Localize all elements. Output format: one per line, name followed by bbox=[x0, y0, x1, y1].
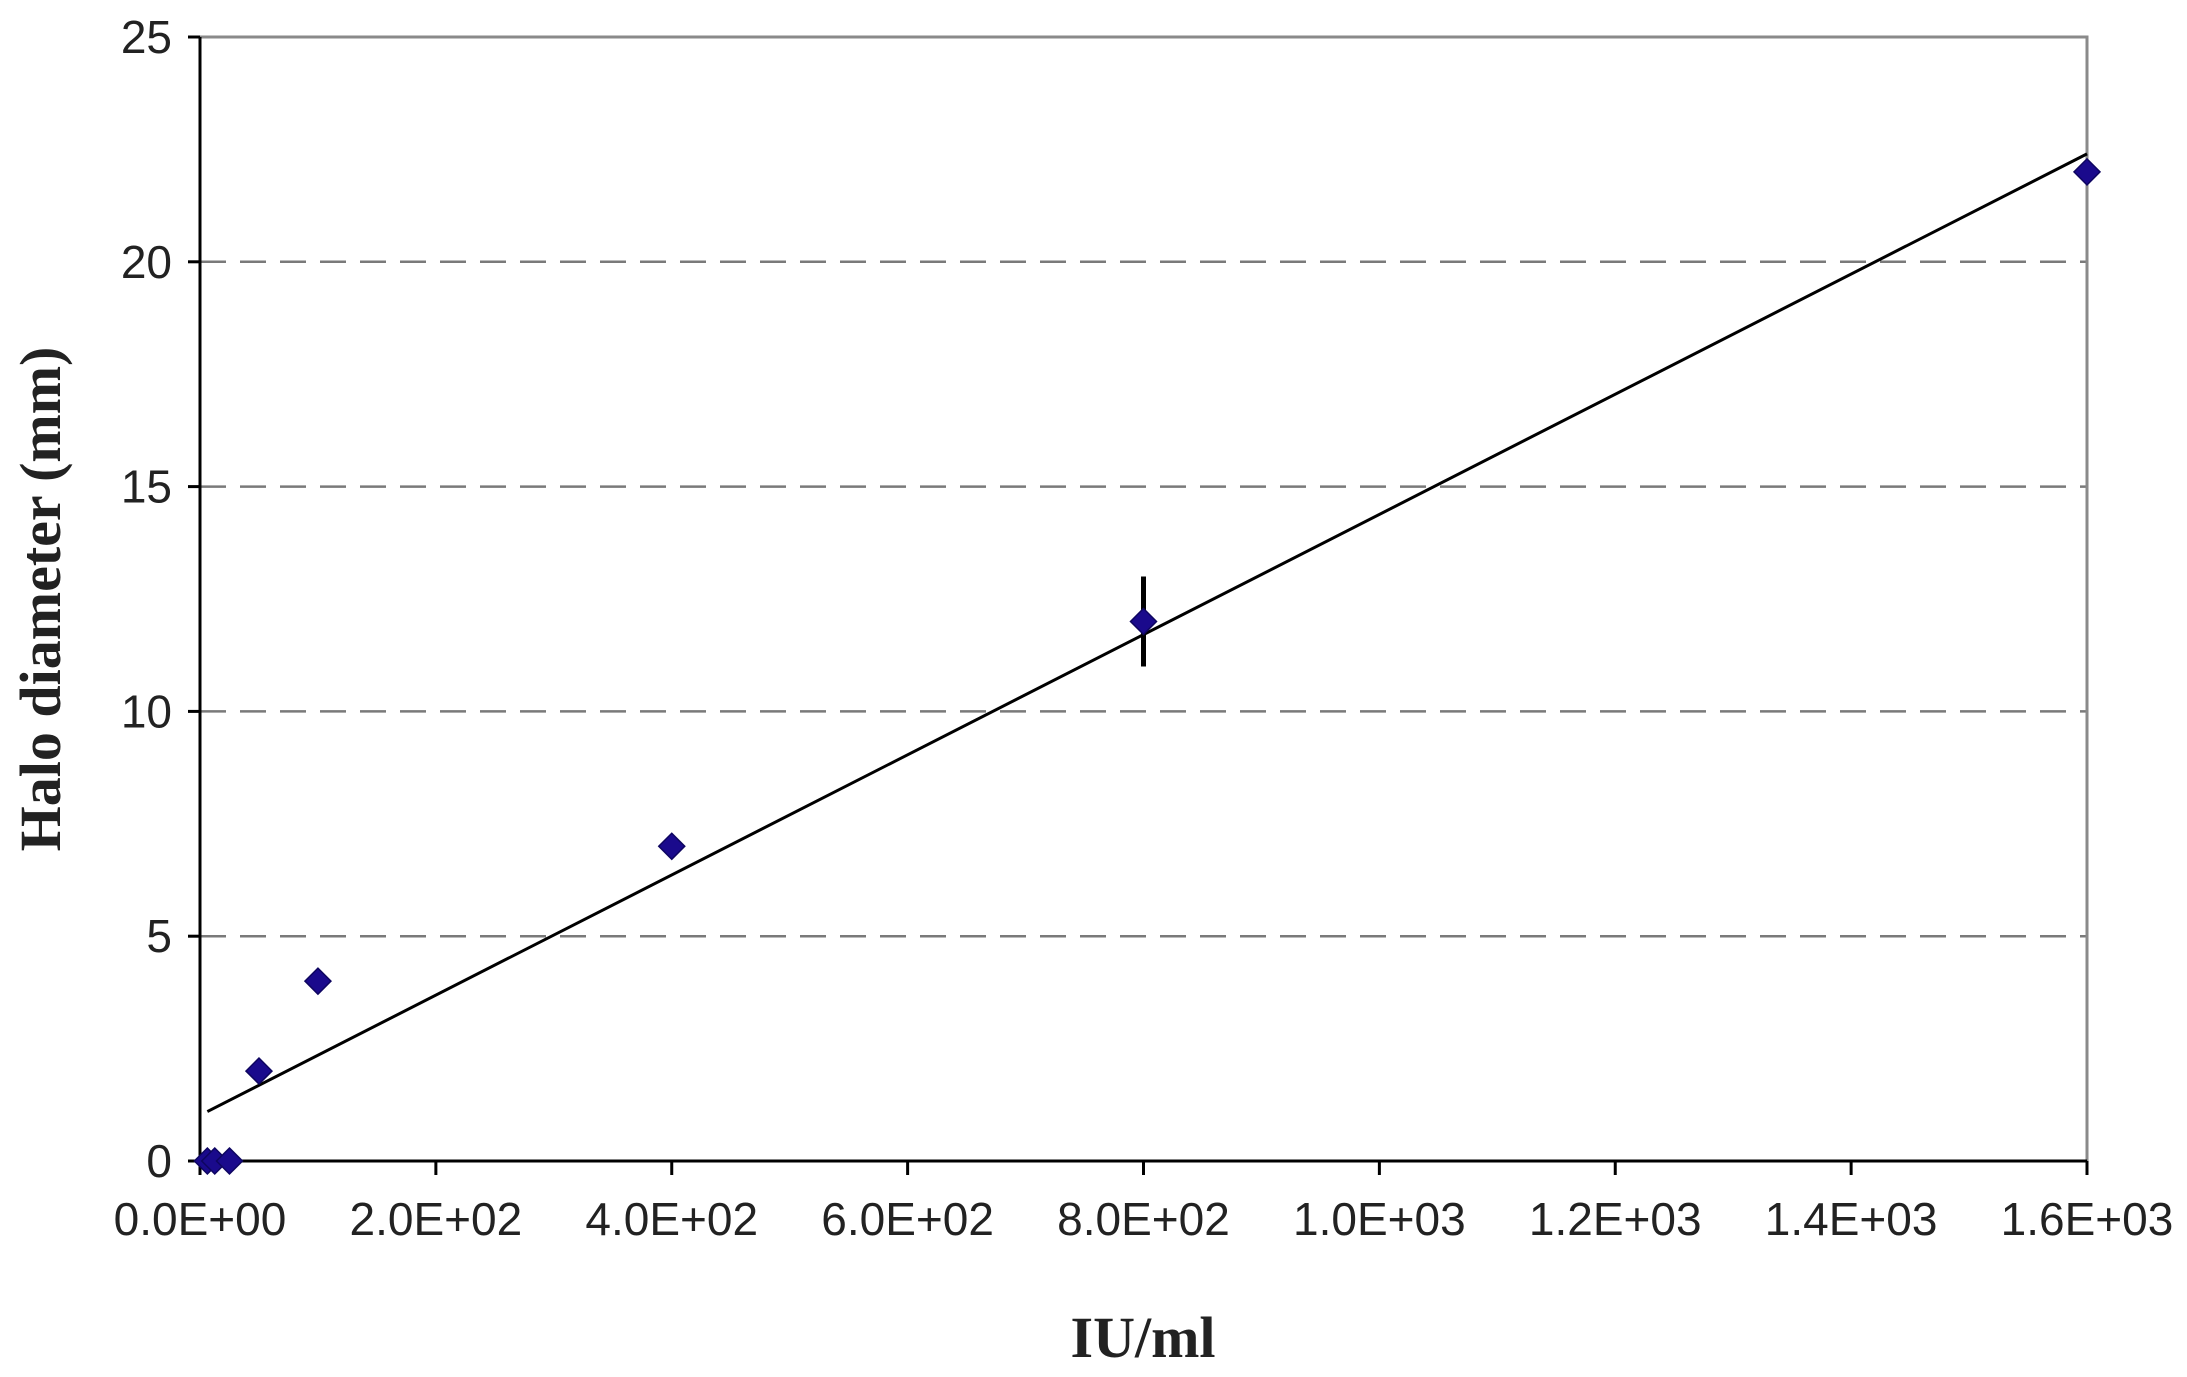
y-axis-title: Halo diameter (mm) bbox=[8, 347, 73, 852]
data-point-marker bbox=[2072, 157, 2102, 186]
x-tick-label: 4.0E+02 bbox=[585, 1193, 758, 1245]
x-tick-label: 2.0E+02 bbox=[350, 1193, 523, 1245]
y-tick-label: 0 bbox=[146, 1135, 172, 1187]
x-tick-label: 1.0E+03 bbox=[1293, 1193, 1466, 1245]
data-point-marker bbox=[215, 1146, 244, 1176]
x-tick-label: 1.4E+03 bbox=[1765, 1193, 1938, 1245]
x-tick-label: 6.0E+02 bbox=[821, 1193, 994, 1245]
linear-trendline bbox=[206, 152, 2088, 1113]
y-tick-label: 10 bbox=[121, 685, 172, 737]
data-point-marker bbox=[657, 832, 686, 861]
x-tick-label: 1.6E+03 bbox=[2001, 1193, 2174, 1245]
x-axis-ticks: 0.0E+00 2.0E+02 4.0E+02 6.0E+02 8.0E+02 1.0E+… bbox=[114, 1161, 2174, 1245]
data-points bbox=[193, 157, 2102, 1176]
data-point-marker bbox=[244, 1057, 274, 1086]
data-point-marker bbox=[1129, 607, 1158, 636]
gridlines bbox=[200, 260, 2087, 938]
data-point-marker bbox=[303, 967, 332, 996]
y-tick-label: 15 bbox=[121, 461, 172, 513]
x-axis-title: IU/ml bbox=[1071, 1305, 1216, 1370]
x-tick-label: 8.0E+02 bbox=[1057, 1193, 1230, 1245]
y-tick-label: 20 bbox=[121, 236, 172, 288]
y-tick-label: 25 bbox=[121, 11, 172, 63]
y-axis-ticks: 0 5 10 15 20 25 bbox=[121, 11, 200, 1187]
y-tick-label: 5 bbox=[146, 910, 172, 962]
x-tick-label: 1.2E+03 bbox=[1529, 1193, 1702, 1245]
x-tick-label: 0.0E+00 bbox=[114, 1193, 287, 1245]
trendline-group bbox=[206, 152, 2088, 1113]
